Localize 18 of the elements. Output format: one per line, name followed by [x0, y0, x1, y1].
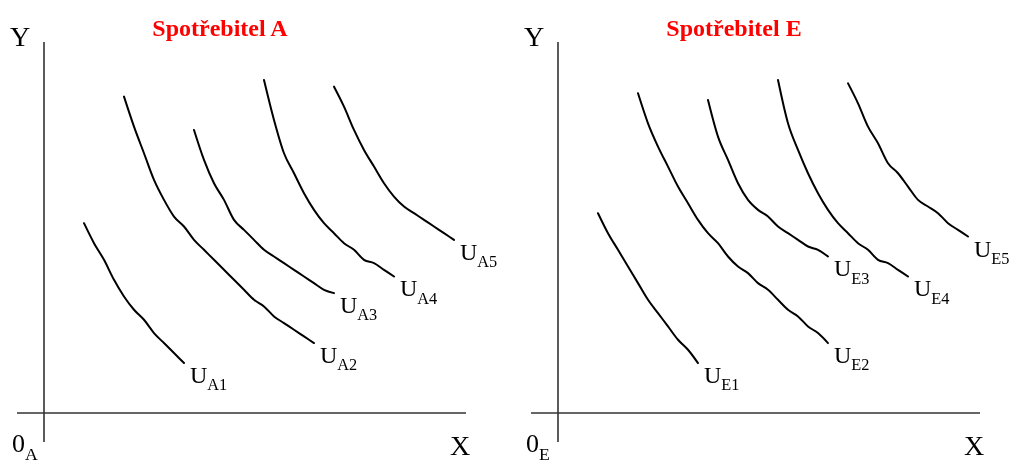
series-label: U$_{E2}$ [834, 342, 870, 375]
chart-title: Spotřebitel A [152, 15, 289, 41]
x-axis-title: X [449, 430, 471, 461]
series-label: U$_{E4}$ [914, 275, 950, 308]
series-label: U$_{E5}$ [974, 235, 1010, 268]
text: 0$_{E}$ [526, 429, 550, 462]
series-label: U$_{A1}$ [190, 362, 228, 395]
series-label: U$_{A4}$ [400, 275, 438, 308]
y-axis-title: Y [9, 21, 31, 52]
text: 0$_{A}$ [12, 429, 38, 462]
series-label: U$_{E1}$ [704, 362, 740, 395]
series-label: U$_{E3}$ [834, 255, 870, 288]
chart-title: Spotřebitel E [666, 15, 802, 41]
series-label: U$_{A2}$ [320, 342, 358, 375]
series-label: U$_{A3}$ [340, 292, 378, 325]
series-label: U$_{A5}$ [460, 238, 498, 272]
y-axis-title: Y [523, 21, 545, 52]
x-axis-title: X [963, 430, 985, 461]
